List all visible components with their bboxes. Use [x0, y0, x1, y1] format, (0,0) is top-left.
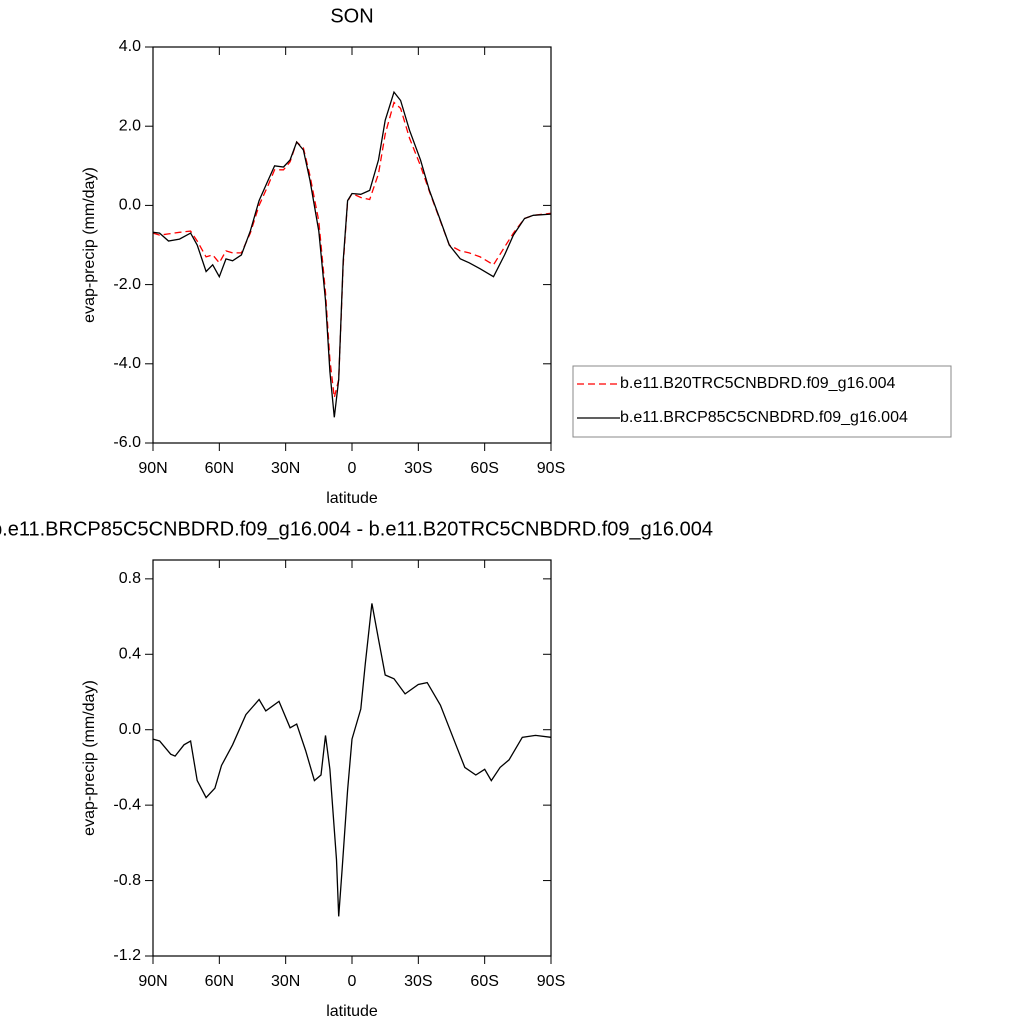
y-axis-label: evap-precip (mm/day) — [81, 167, 98, 323]
legend-label: b.e11.B20TRC5CNBDRD.f09_g16.004 — [620, 375, 896, 392]
x-tick-label: 90S — [537, 460, 565, 477]
y-tick-label: 0.8 — [119, 570, 141, 587]
y-axis-label: evap-precip (mm/day) — [81, 680, 98, 836]
data-line — [152, 603, 552, 917]
plot-frame — [152, 559, 552, 957]
y-tick-label: -0.4 — [113, 796, 141, 813]
x-axis-label: latitude — [326, 1003, 378, 1020]
chart-title: b.e11.BRCP85C5CNBDRD.f09_g16.004 - b.e11… — [0, 518, 713, 540]
chart-title: SON — [330, 5, 373, 27]
y-tick-label: 2.0 — [119, 117, 141, 134]
x-tick-label: 60S — [470, 460, 498, 477]
legend-label: b.e11.BRCP85C5CNBDRD.f09_g16.004 — [620, 409, 908, 426]
x-tick-label: 60S — [470, 973, 498, 990]
x-tick-label: 60N — [205, 460, 234, 477]
data-line — [152, 101, 552, 398]
y-tick-label: 4.0 — [119, 38, 141, 55]
legend-box — [572, 365, 952, 438]
x-tick-label: 90N — [138, 460, 167, 477]
y-tick-label: -1.2 — [113, 947, 141, 964]
y-tick-label: 0.0 — [119, 721, 141, 738]
data-line — [152, 90, 552, 418]
y-tick-label: 0.4 — [119, 646, 141, 663]
x-tick-label: 30N — [271, 460, 300, 477]
x-tick-label: 30S — [404, 460, 432, 477]
x-tick-label: 60N — [205, 973, 234, 990]
x-tick-label: 90N — [138, 973, 167, 990]
x-tick-label: 90S — [537, 973, 565, 990]
x-tick-label: 30S — [404, 973, 432, 990]
x-tick-label: 30N — [271, 973, 300, 990]
y-tick-label: -6.0 — [113, 434, 141, 451]
x-tick-label: 0 — [348, 460, 357, 477]
y-tick-label: 0.0 — [119, 197, 141, 214]
y-tick-label: -4.0 — [113, 355, 141, 372]
x-tick-label: 0 — [348, 973, 357, 990]
y-tick-label: -2.0 — [113, 276, 141, 293]
plot-frame — [152, 46, 552, 444]
y-tick-label: -0.8 — [113, 872, 141, 889]
x-axis-label: latitude — [326, 490, 378, 507]
